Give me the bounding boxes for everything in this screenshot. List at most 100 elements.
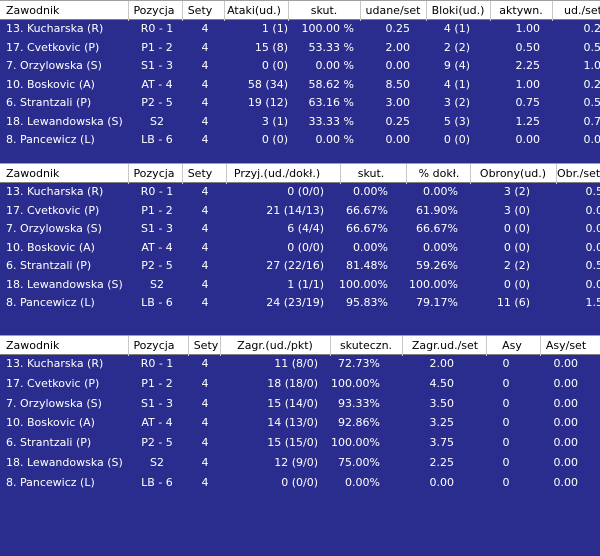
cell-aces-per-set: 0.00 bbox=[553, 456, 579, 469]
column-header-defenses-per-set[interactable]: Obr./set bbox=[556, 164, 600, 184]
column-header-serves-per-set[interactable]: Zagr.ud./set bbox=[402, 336, 487, 356]
cell-serve-efficiency: 93.33% bbox=[338, 396, 380, 410]
column-header-player[interactable]: Zawodnik bbox=[6, 339, 60, 352]
table-row[interactable]: 17. Cvetkovic (P) P1 - 2 4 15 (8) 53.33 % 2.0… bbox=[0, 40, 600, 56]
column-header-sets[interactable]: Sety bbox=[182, 164, 217, 184]
cell-player: 13. Kucharska (R) bbox=[6, 185, 104, 198]
table-row[interactable]: 8. Pancewicz (L) LB - 6 4 24 (23/19) 95.83% 7… bbox=[0, 295, 600, 311]
cell-position: LB - 6 bbox=[141, 133, 173, 146]
column-header-position[interactable]: Pozycja bbox=[128, 1, 179, 21]
cell-accuracy: 79.17% bbox=[416, 296, 458, 309]
column-header-aces-per-set[interactable]: Asy/set bbox=[540, 336, 591, 356]
cell-sets: 4 bbox=[201, 357, 209, 370]
column-header-player[interactable]: Zawodnik bbox=[6, 167, 60, 180]
cell-serve-efficiency: 75.00% bbox=[338, 456, 380, 469]
cell-blocks: 2 (2) bbox=[443, 40, 470, 54]
table-row[interactable]: 6. Strantzali (P) P2 - 5 4 15 (15/0) 100.00%… bbox=[0, 435, 600, 451]
cell-blocks-per-set: 0.75 bbox=[583, 114, 600, 128]
table-row[interactable]: 7. Orzylowska (S) S1 - 3 4 15 (14/0) 93.33% 3… bbox=[0, 396, 600, 412]
cell-defenses: 0 (0) bbox=[503, 240, 530, 254]
cell-sets: 4 bbox=[201, 456, 209, 469]
cell-sets: 4 bbox=[201, 416, 209, 430]
cell-efficiency: 100.00 % bbox=[301, 22, 354, 35]
cell-aces-per-set: 0.00 bbox=[553, 416, 579, 430]
cell-aces-per-set: 0.00 bbox=[553, 436, 579, 450]
column-header-player[interactable]: Zawodnik bbox=[6, 4, 60, 17]
table-row[interactable]: 17. Cvetkovic (P) P1 - 2 4 18 (18/0) 100.00%… bbox=[0, 376, 600, 392]
cell-activity: 2.25 bbox=[515, 59, 541, 72]
cell-player: 13. Kucharska (R) bbox=[6, 22, 104, 35]
column-header-serves[interactable]: Zagr.(ud./pkt) bbox=[220, 336, 329, 356]
column-header-position[interactable]: Pozycja bbox=[128, 336, 179, 356]
column-header-attacks[interactable]: Ataki(ud.) bbox=[224, 1, 283, 21]
table-row[interactable]: 18. Lewandowska (S) S2 4 12 (9/0) 75.00% 2.25… bbox=[0, 455, 600, 471]
cell-position: AT - 4 bbox=[141, 240, 173, 254]
column-header-successful-per-set[interactable]: udane/set bbox=[360, 1, 425, 21]
column-header-sets[interactable]: Sety bbox=[182, 1, 217, 21]
table-row[interactable]: 6. Strantzali (P) P2 - 5 4 27 (22/16) 81.48%… bbox=[0, 258, 600, 274]
table-row[interactable]: 13. Kucharska (R) R0 - 1 4 11 (8/0) 72.73% 2.… bbox=[0, 356, 600, 372]
cell-sets: 4 bbox=[201, 240, 209, 254]
cell-sets: 4 bbox=[201, 277, 209, 291]
column-header-aces[interactable]: Asy bbox=[486, 336, 537, 356]
cell-aces: 0 bbox=[502, 396, 510, 410]
column-header-sets[interactable]: Sety bbox=[188, 336, 223, 356]
cell-sets: 4 bbox=[201, 77, 209, 91]
cell-sets: 4 bbox=[201, 296, 209, 309]
cell-defenses: 0 (0) bbox=[503, 222, 530, 235]
cell-efficiency: 0.00 % bbox=[315, 133, 354, 146]
cell-serves: 0 (0/0) bbox=[281, 475, 318, 489]
table-row[interactable]: 18. Lewandowska (S) S2 4 3 (1) 33.33 % 0.25 5 … bbox=[0, 114, 600, 130]
column-header-accuracy[interactable]: % dokł. bbox=[406, 164, 471, 184]
table-row[interactable]: 10. Boskovic (A) AT - 4 4 0 (0/0) 0.00% 0.00%… bbox=[0, 240, 600, 256]
cell-activity: 1.00 bbox=[515, 77, 541, 91]
column-header-defenses[interactable]: Obrony(ud.) bbox=[470, 164, 555, 184]
column-header-efficiency[interactable]: skut. bbox=[288, 1, 359, 21]
cell-activity: 1.25 bbox=[515, 114, 541, 128]
table-row[interactable]: 13. Kucharska (R) R0 - 1 4 1 (1) 100.00 % 0.2… bbox=[0, 21, 600, 37]
cell-position: S2 bbox=[150, 456, 164, 469]
column-header-activity[interactable]: aktywn. bbox=[490, 1, 551, 21]
column-header-efficiency[interactable]: skut. bbox=[340, 164, 401, 184]
column-header-receptions[interactable]: Przyj.(ud./dokł.) bbox=[226, 164, 327, 184]
table-header: Zawodnik Pozycja Sety Ataki(ud.) skut. udane/… bbox=[0, 0, 600, 21]
cell-serves-per-set: 0.00 bbox=[429, 475, 455, 489]
cell-activity: 0.50 bbox=[515, 40, 541, 54]
cell-player: 17. Cvetkovic (P) bbox=[6, 203, 100, 217]
column-header-blocks-per-set[interactable]: ud./set bbox=[552, 1, 600, 21]
cell-blocks: 0 (0) bbox=[443, 133, 470, 146]
cell-defenses: 11 (6) bbox=[496, 296, 530, 309]
column-header-position[interactable]: Pozycja bbox=[128, 164, 179, 184]
table-header: Zawodnik Pozycja Sety Przyj.(ud./dokł.) skut… bbox=[0, 163, 600, 184]
table-row[interactable]: 10. Boskovic (A) AT - 4 4 58 (34) 58.62 % 8.5… bbox=[0, 77, 600, 93]
table-row[interactable]: 10. Boskovic (A) AT - 4 4 14 (13/0) 92.86% 3.… bbox=[0, 415, 600, 431]
cell-blocks: 9 (4) bbox=[443, 59, 470, 72]
cell-defenses: 0 (0) bbox=[503, 277, 530, 291]
table-row[interactable]: 7. Orzylowska (S) S1 - 3 4 0 (0) 0.00 % 0.00 9… bbox=[0, 58, 600, 74]
cell-position: LB - 6 bbox=[141, 296, 173, 309]
cell-player: 6. Strantzali (P) bbox=[6, 436, 92, 450]
cell-defenses-per-set: 0.00 bbox=[585, 277, 600, 291]
table-row[interactable]: 8. Pancewicz (L) LB - 6 4 0 (0) 0.00 % 0.00 0 … bbox=[0, 132, 600, 148]
cell-serves: 18 (18/0) bbox=[267, 376, 318, 390]
cell-position: P2 - 5 bbox=[141, 436, 173, 450]
table-row[interactable]: 17. Cvetkovic (P) P1 - 2 4 21 (14/13) 66.67%… bbox=[0, 203, 600, 219]
cell-serve-efficiency: 100.00% bbox=[331, 436, 380, 450]
column-header-blocks[interactable]: Bloki(ud.) bbox=[426, 1, 489, 21]
column-header-serve-efficiency[interactable]: skuteczn. bbox=[330, 336, 401, 356]
table-row[interactable]: 18. Lewandowska (S) S2 4 1 (1/1) 100.00% 100.… bbox=[0, 277, 600, 293]
cell-efficiency: 66.67% bbox=[346, 222, 388, 235]
cell-aces: 0 bbox=[502, 475, 510, 489]
cell-position: S1 - 3 bbox=[141, 222, 173, 235]
table-row[interactable]: 6. Strantzali (P) P2 - 5 4 19 (12) 63.16 % 3.… bbox=[0, 95, 600, 111]
cell-aces: 0 bbox=[502, 357, 510, 370]
cell-sets: 4 bbox=[201, 185, 209, 198]
cell-activity: 1.00 bbox=[515, 22, 541, 35]
cell-blocks-per-set: 0.50 bbox=[583, 96, 600, 109]
cell-receptions: 24 (23/19) bbox=[266, 296, 324, 309]
cell-blocks: 3 (2) bbox=[443, 96, 470, 109]
cell-attacks: 15 (8) bbox=[254, 40, 288, 54]
table-row[interactable]: 13. Kucharska (R) R0 - 1 4 0 (0/0) 0.00% 0.00… bbox=[0, 184, 600, 200]
table-row[interactable]: 8. Pancewicz (L) LB - 6 4 0 (0/0) 0.00% 0.00 0… bbox=[0, 475, 600, 491]
table-row[interactable]: 7. Orzylowska (S) S1 - 3 4 6 (4/4) 66.67% 66.… bbox=[0, 221, 600, 237]
